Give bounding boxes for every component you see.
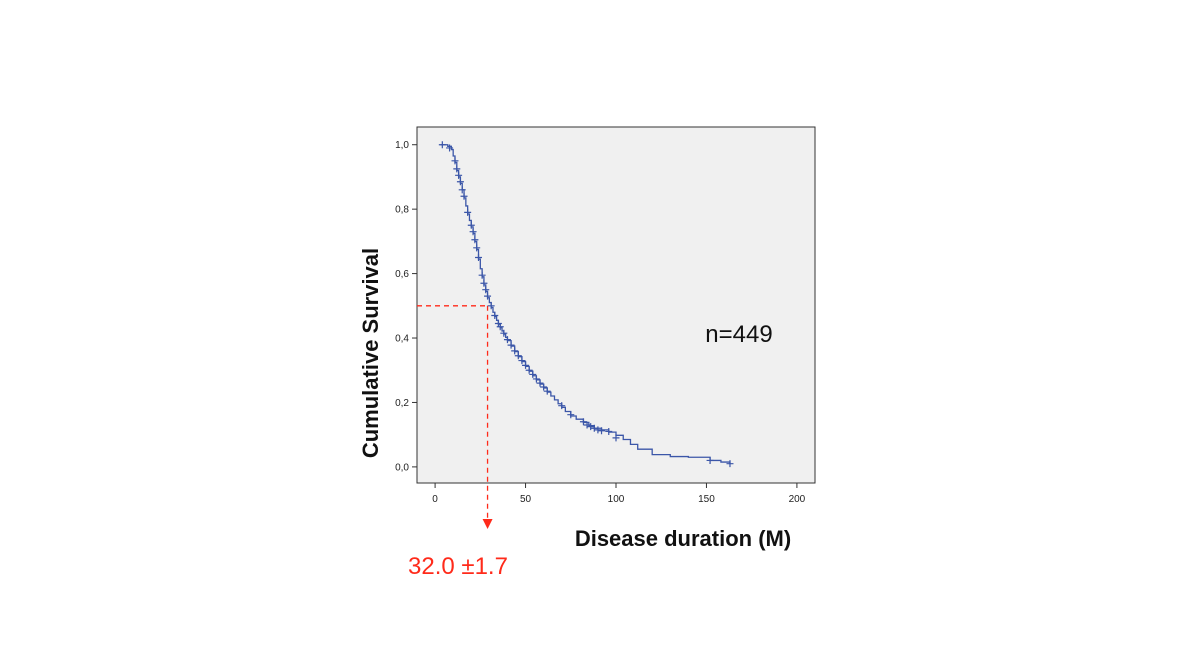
- x-tick-label: 0: [432, 494, 438, 505]
- censor-mark: [456, 178, 464, 186]
- censor-mark: [590, 424, 598, 432]
- median-survival-label: 32.0 ±1.7: [408, 553, 508, 580]
- censor-mark: [594, 426, 602, 434]
- x-axis-title: Disease duration (M): [575, 526, 791, 551]
- censor-mark: [455, 171, 463, 179]
- censor-mark: [471, 236, 479, 244]
- x-tick-label: 50: [520, 494, 532, 505]
- plot-area: [416, 126, 816, 484]
- censor-mark: [503, 336, 511, 344]
- censor-mark: [529, 370, 537, 378]
- y-tick-label: 0,0: [395, 462, 409, 473]
- censor-mark: [453, 165, 461, 173]
- y-tick-label: 1,0: [395, 140, 409, 151]
- censor-mark: [518, 357, 526, 365]
- censor-mark: [478, 271, 486, 279]
- censor-mark: [525, 366, 533, 374]
- censor-mark: [451, 157, 459, 165]
- x-tick-label: 150: [698, 494, 715, 505]
- censor-mark: [469, 228, 477, 236]
- censor-mark: [473, 244, 481, 252]
- censor-mark: [487, 302, 495, 310]
- censor-mark: [514, 352, 522, 360]
- x-axis-ticks: 0 50 100 150 200: [432, 483, 806, 505]
- censor-mark: [438, 141, 446, 149]
- censor-mark: [540, 383, 548, 391]
- censor-mark: [583, 421, 591, 429]
- x-tick-label: 100: [608, 494, 625, 505]
- censor-mark: [579, 418, 587, 426]
- censor-mark: [532, 375, 540, 383]
- censor-mark: [612, 434, 620, 442]
- censor-mark: [491, 311, 499, 319]
- censor-mark: [726, 460, 734, 468]
- censor-mark: [475, 253, 483, 261]
- censor-mark: [567, 411, 575, 419]
- censor-mark: [587, 423, 595, 431]
- censor-mark: [500, 329, 508, 337]
- y-tick-label: 0,2: [395, 398, 409, 409]
- median-reference-lines: [417, 305, 493, 529]
- censor-mark: [446, 144, 454, 152]
- censor-mark: [543, 387, 551, 395]
- censor-mark: [536, 379, 544, 387]
- y-axis-ticks: 0,0 0,2 0,4 0,6 0,8 1,0: [395, 140, 417, 473]
- censor-mark: [460, 192, 468, 200]
- censor-mark: [458, 186, 466, 194]
- y-tick-label: 0,4: [395, 334, 409, 345]
- censor-mark: [605, 427, 613, 435]
- y-tick-label: 0,6: [395, 269, 409, 280]
- y-axis-title: Cumulative Survival: [358, 248, 383, 458]
- censor-mark: [464, 208, 472, 216]
- censor-mark: [706, 456, 714, 464]
- y-tick-label: 0,8: [395, 205, 409, 216]
- censor-mark: [511, 347, 519, 355]
- sample-size-annotation: n=449: [705, 321, 772, 348]
- censor-marks: [438, 141, 734, 468]
- censor-mark: [484, 292, 492, 300]
- censor-mark: [507, 341, 515, 349]
- median-arrowhead: [482, 519, 493, 529]
- censor-mark: [467, 221, 475, 229]
- x-tick-label: 200: [789, 494, 806, 505]
- censor-mark: [598, 427, 606, 435]
- censor-mark: [558, 402, 566, 410]
- censor-mark: [482, 286, 490, 294]
- censor-mark: [522, 361, 530, 369]
- censor-mark: [496, 323, 504, 331]
- censor-mark: [480, 279, 488, 287]
